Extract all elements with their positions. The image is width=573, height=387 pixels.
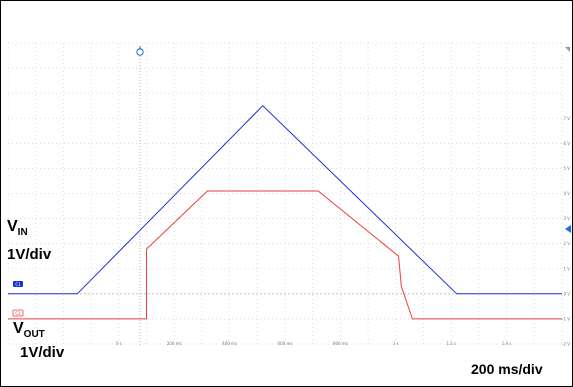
y-tick-label: 0 V <box>563 291 570 296</box>
y-tick-label: 7 V <box>563 116 570 121</box>
plot-grid <box>7 42 563 345</box>
vin-scale-label: 1V/div <box>7 246 52 263</box>
y-tick-label: 4 V <box>563 191 570 196</box>
y-tick-label: 6 V <box>563 141 570 146</box>
vout-label: VOUT <box>13 320 45 340</box>
vin-label: VIN <box>7 218 28 238</box>
timebase-label: 200 ms/div <box>471 361 543 377</box>
vout-scale-label: 1V/div <box>20 344 65 361</box>
y-tick-label: 5 V <box>563 166 570 171</box>
series-line-vout <box>8 190 562 320</box>
x-tick-label: 600 ms <box>278 341 293 346</box>
x-tick-label: 800 ms <box>333 341 348 346</box>
trigger-marker-icon <box>136 46 144 346</box>
y-tick-label: -2 V <box>562 342 570 347</box>
y-tick-label: 3 V <box>563 216 570 221</box>
series-line-vin <box>8 105 562 295</box>
x-tick-label: 400 ms <box>222 341 237 346</box>
x-tick-label: 1.2 s <box>446 341 456 346</box>
trigger-level-icon[interactable] <box>565 225 571 233</box>
ch2-marker-label: C2 <box>15 311 21 316</box>
x-tick-labels: 0 s 200 ms 400 ms 600 ms 800 ms 1 s 1.2 s 1.4 s <box>116 341 512 346</box>
y-tick-labels: 7 V 6 V 5 V 4 V 3 V 2 V 1 V 0 V -1 V -2 V <box>562 116 570 347</box>
y-tick-label: 1 V <box>563 266 570 271</box>
ch2-marker[interactable]: C2 <box>12 309 24 317</box>
ch1-marker-label: C1 <box>15 282 21 287</box>
x-tick-label: 200 ms <box>167 341 182 346</box>
x-tick-label: 1 s <box>393 341 399 346</box>
x-tick-label: 0 s <box>116 341 122 346</box>
y-tick-label: 2 V <box>563 241 570 246</box>
ch1-marker[interactable]: C1 <box>13 281 23 287</box>
scroll-marker-icon <box>565 47 570 52</box>
x-tick-label: 1.4 s <box>502 341 512 346</box>
y-tick-label: -1 V <box>562 316 570 321</box>
